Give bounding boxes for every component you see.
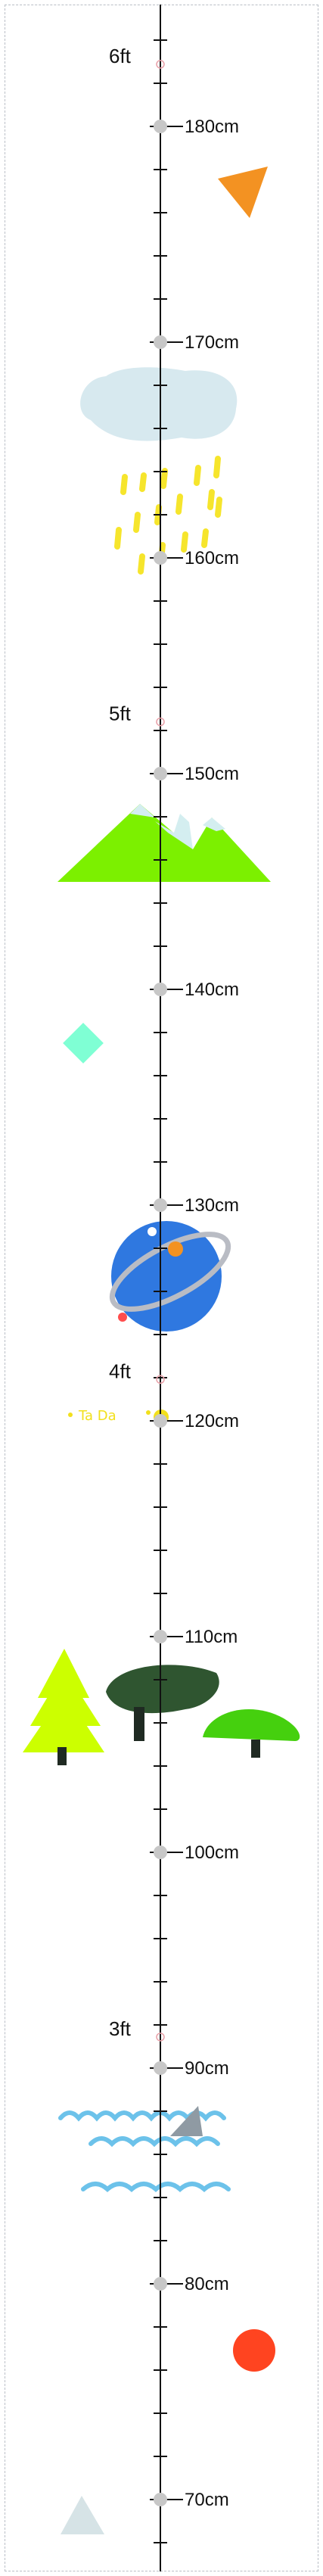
cm-label: 90cm xyxy=(185,2058,229,2079)
cm-label: 180cm xyxy=(185,117,239,137)
cm-dot xyxy=(154,2277,167,2291)
ft-label: 6ft xyxy=(109,45,132,67)
cloud-icon xyxy=(80,367,238,441)
cm-dot xyxy=(154,120,167,133)
cm-dot xyxy=(154,1630,167,1643)
cm-label: 130cm xyxy=(185,1195,239,1216)
cm-dot xyxy=(154,1198,167,1212)
orange-triangle xyxy=(218,167,268,218)
decorations: Ta Da xyxy=(23,167,300,2534)
cm-dot xyxy=(154,551,167,565)
cm-dot xyxy=(154,335,167,349)
ft-label: 4ft xyxy=(109,1360,132,1382)
ft-dot xyxy=(156,1375,165,1385)
cm-label: 70cm xyxy=(185,2490,229,2510)
cm-label: 120cm xyxy=(185,1411,239,1431)
cm-label: 170cm xyxy=(185,332,239,353)
cm-label: 100cm xyxy=(185,1842,239,1863)
cm-dot xyxy=(154,2493,167,2506)
ft-markers: 6ft 5ft 4ft 3ft xyxy=(109,45,165,2042)
sun-icon xyxy=(233,2329,275,2372)
tree-icon-dark xyxy=(106,1665,219,1741)
cm-dot xyxy=(154,2061,167,2075)
waves-icon xyxy=(58,2110,231,2192)
cm-markers: 180cm 170cm 160cm 150cm 140cm 130cm 120cm 110cm… xyxy=(154,117,239,2510)
tree-icon-green xyxy=(203,1709,300,1758)
ft-dot xyxy=(156,717,165,727)
planet-icon xyxy=(109,1221,231,1332)
ft-label: 3ft xyxy=(109,2017,132,2040)
ft-dot xyxy=(156,60,165,69)
tada-text: Ta Da xyxy=(78,1408,116,1424)
grey-triangle xyxy=(61,2496,104,2534)
frame-border xyxy=(5,5,318,2571)
ft-dot xyxy=(156,2032,165,2042)
tree-icon-lime xyxy=(23,1649,104,1765)
mint-diamond xyxy=(63,1023,104,1064)
cm-label: 150cm xyxy=(185,764,239,784)
cm-dot xyxy=(154,767,167,780)
mountain-icon xyxy=(57,804,271,882)
cm-label: 80cm xyxy=(185,2274,229,2294)
cm-dot xyxy=(154,1414,167,1428)
cm-label: 140cm xyxy=(185,980,239,1000)
cm-dot xyxy=(154,983,167,996)
cm-dot xyxy=(154,1846,167,1859)
cm-label: 160cm xyxy=(185,548,239,568)
ft-label: 5ft xyxy=(109,702,132,725)
shark-fin-icon xyxy=(170,2106,203,2136)
cm-label: 110cm xyxy=(185,1627,238,1647)
tada-sparkle: Ta Da xyxy=(68,1408,169,1425)
